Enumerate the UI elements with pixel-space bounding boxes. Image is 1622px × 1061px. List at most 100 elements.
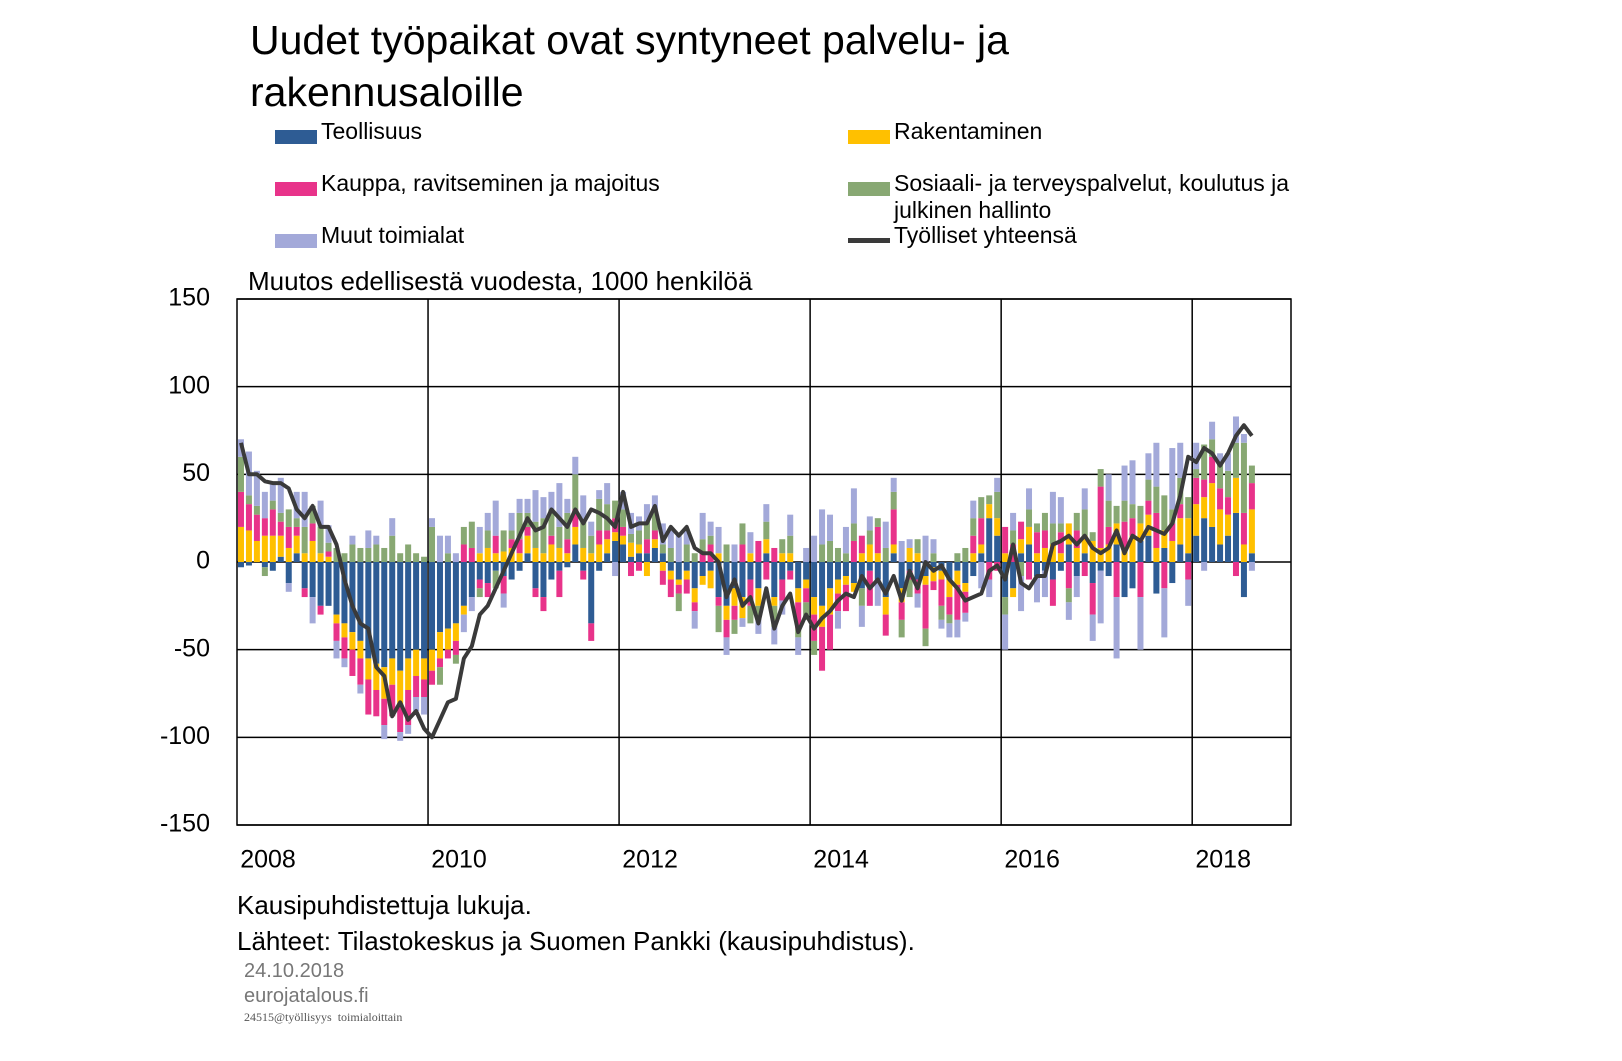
bar <box>779 539 786 554</box>
bar <box>667 530 674 548</box>
bar <box>476 588 483 598</box>
bar <box>516 498 523 513</box>
bar <box>405 725 412 734</box>
bar <box>444 535 451 554</box>
bar <box>643 521 650 540</box>
bar <box>413 553 420 562</box>
bar <box>954 584 961 620</box>
bar <box>723 605 730 620</box>
bar <box>620 509 627 527</box>
bar <box>787 570 794 580</box>
x-tick-label: 2016 <box>1004 846 1060 874</box>
bar <box>1033 523 1040 533</box>
bar <box>1169 540 1176 562</box>
bar <box>596 562 603 571</box>
bar <box>588 521 595 536</box>
bar <box>373 663 380 690</box>
bar <box>707 562 714 571</box>
bar <box>1057 523 1064 533</box>
bar <box>436 667 443 685</box>
bar <box>938 605 945 620</box>
bar <box>874 518 881 527</box>
x-tick-label: 2014 <box>813 846 869 874</box>
bar <box>325 556 332 562</box>
bar <box>429 562 436 650</box>
bar <box>261 567 268 577</box>
bar <box>293 535 300 554</box>
bar <box>834 611 841 629</box>
bar <box>978 544 985 554</box>
bar <box>795 637 802 655</box>
bar <box>500 551 507 562</box>
bar <box>588 553 595 562</box>
bar <box>341 562 348 624</box>
bar <box>548 491 555 510</box>
bar <box>779 579 786 601</box>
bar <box>1105 474 1112 501</box>
bar <box>683 562 690 571</box>
bar <box>309 597 316 624</box>
bar <box>1169 448 1176 510</box>
bar <box>429 670 436 685</box>
bar <box>699 539 706 554</box>
bar <box>436 535 443 562</box>
bar <box>397 562 404 671</box>
bar <box>1049 562 1056 580</box>
bar <box>819 562 826 606</box>
bar <box>349 632 356 650</box>
bar <box>874 579 881 606</box>
bar <box>1153 547 1160 562</box>
bar <box>858 605 865 627</box>
bar <box>508 530 515 540</box>
bar <box>349 649 356 676</box>
bar <box>1193 442 1200 470</box>
bar <box>739 618 746 627</box>
bar <box>237 491 244 527</box>
bar <box>1193 477 1200 505</box>
bar <box>628 533 635 543</box>
bar <box>484 530 491 548</box>
bar <box>1209 526 1216 562</box>
bar <box>715 553 722 562</box>
bar <box>604 483 611 505</box>
bar <box>1248 562 1255 571</box>
bar <box>946 597 953 615</box>
bar <box>285 509 292 527</box>
bar <box>564 562 571 568</box>
bar <box>413 649 420 676</box>
bar <box>986 518 993 562</box>
bar <box>301 562 308 589</box>
bar <box>452 553 459 562</box>
bar <box>787 562 794 571</box>
bar <box>580 562 587 571</box>
bar <box>954 562 961 571</box>
bar <box>1105 526 1112 545</box>
bar <box>452 623 459 641</box>
bar <box>468 521 475 548</box>
bar <box>604 553 611 562</box>
bar <box>803 547 810 562</box>
bar <box>381 562 388 668</box>
bar <box>842 576 849 585</box>
y-tick-label: 0 <box>196 547 210 575</box>
bar <box>962 547 969 562</box>
bar <box>819 509 826 545</box>
bar <box>715 605 722 633</box>
bar <box>1217 544 1224 562</box>
bar <box>842 553 849 562</box>
bar <box>978 553 985 562</box>
bar <box>1240 442 1247 513</box>
bar <box>476 553 483 562</box>
bar <box>699 562 706 577</box>
bar <box>357 547 364 562</box>
bar <box>293 526 300 536</box>
bar <box>1209 483 1216 527</box>
bar <box>834 547 841 562</box>
bar <box>1248 509 1255 554</box>
bar <box>1145 453 1152 480</box>
y-tick-label: -150 <box>160 810 210 838</box>
bar <box>731 588 738 606</box>
bar <box>532 588 539 598</box>
bar <box>827 562 834 589</box>
bar <box>691 602 698 612</box>
